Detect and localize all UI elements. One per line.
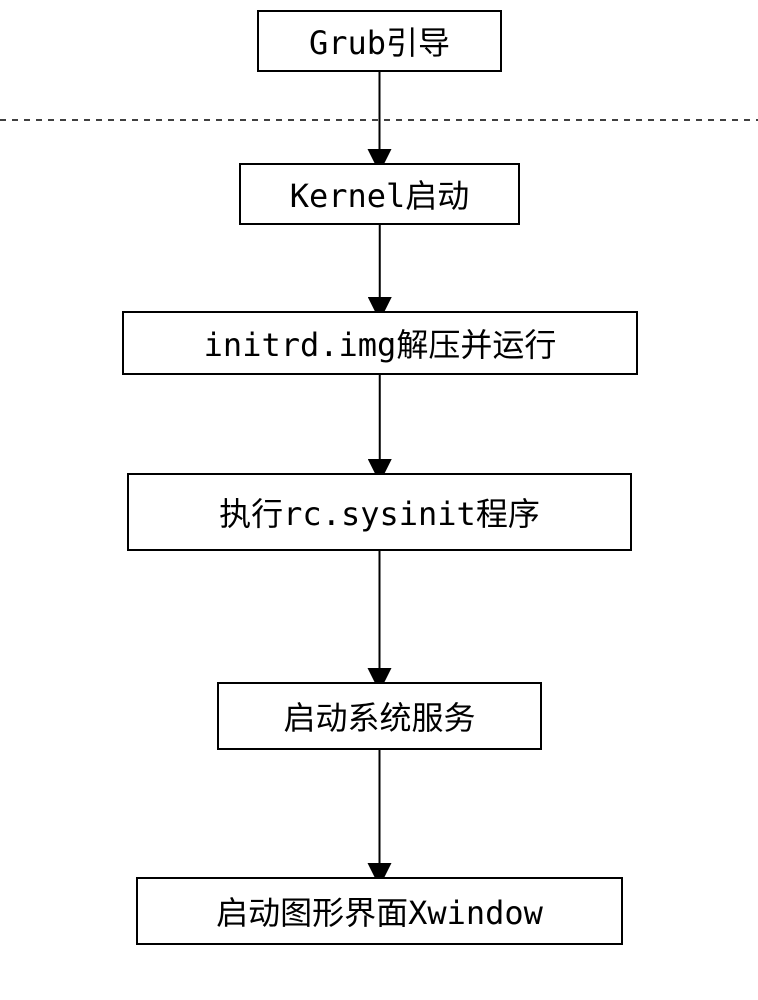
flow-node-n5: 启动图形界面Xwindow [136, 877, 623, 945]
flow-node-n1: Kernel启动 [239, 163, 520, 225]
flow-node-label: Grub引导 [309, 18, 450, 64]
flowchart-canvas: Grub引导 Kernel启动 initrd.img解压并运行执行rc.sysini… [0, 0, 758, 1000]
flow-node-label: 启动系统服务 [283, 693, 475, 739]
flow-node-label: 启动图形界面Xwindow [216, 888, 543, 934]
flow-node-n4: 启动系统服务 [217, 682, 542, 750]
flow-node-n3: 执行rc.sysinit程序 [127, 473, 632, 551]
flow-node-label: 执行rc.sysinit程序 [219, 489, 540, 535]
flow-node-n0: Grub引导 [257, 10, 502, 72]
flow-node-label: initrd.img解压并运行 [204, 320, 557, 366]
flow-node-label: Kernel启动 [290, 171, 470, 217]
flow-node-n2: initrd.img解压并运行 [122, 311, 638, 375]
